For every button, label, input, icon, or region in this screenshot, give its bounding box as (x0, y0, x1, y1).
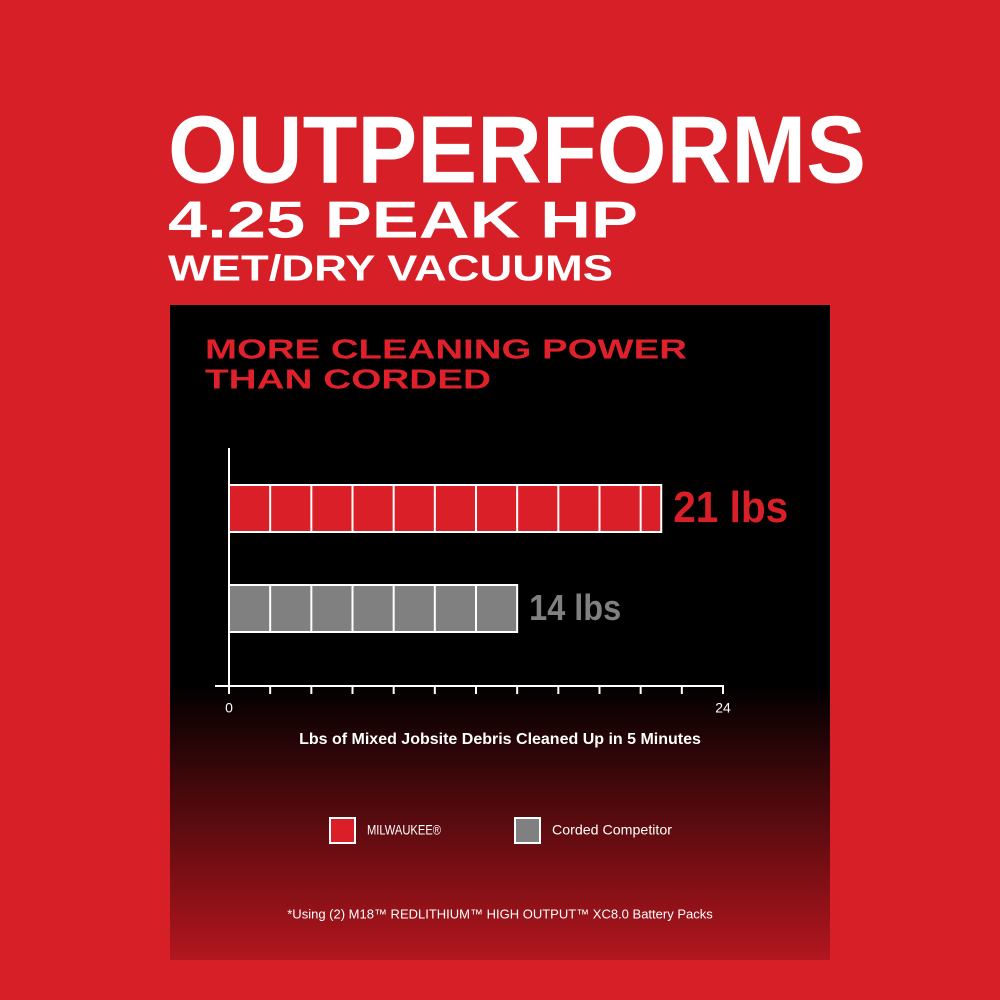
legend-swatch (514, 817, 541, 844)
legend-swatch (329, 817, 356, 844)
x-axis-label: Lbs of Mixed Jobsite Debris Cleaned Up i… (299, 731, 701, 748)
headline-sub: 4.25 PEAK HP (168, 192, 638, 250)
headline: OUTPERFORMS (168, 96, 866, 203)
chart-title: MORE CLEANING POWER (205, 333, 687, 364)
bar (228, 484, 663, 533)
footnote: *Using (2) M18™ REDLITHIUM™ HIGH OUTPUT™… (287, 906, 713, 921)
headline-sub: WET/DRY VACUUMS (168, 248, 613, 289)
x-tick-label: 0 (225, 700, 233, 716)
legend-label: MILWAUKEE® (367, 822, 442, 838)
value-label: 21 lbs (673, 483, 788, 532)
value-label: 14 lbs (529, 587, 621, 628)
legend-label: Corded Competitor (552, 822, 672, 838)
x-tick-label: 24 (715, 700, 731, 716)
chart-title: THAN CORDED (205, 363, 491, 394)
bar (228, 584, 519, 633)
